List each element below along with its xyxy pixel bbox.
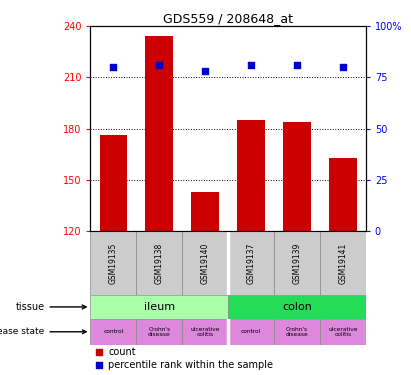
- Text: GSM19135: GSM19135: [109, 242, 118, 284]
- Text: Crohn's
disease: Crohn's disease: [286, 327, 308, 337]
- Text: percentile rank within the sample: percentile rank within the sample: [109, 360, 273, 370]
- Point: [248, 62, 254, 68]
- Text: ulcerative
colitis: ulcerative colitis: [190, 327, 220, 337]
- Point: [293, 62, 300, 68]
- Title: GDS559 / 208648_at: GDS559 / 208648_at: [163, 12, 293, 25]
- Bar: [136, 319, 182, 345]
- Bar: [136, 231, 182, 295]
- Text: Crohn's
disease: Crohn's disease: [148, 327, 171, 337]
- Text: control: control: [241, 329, 261, 334]
- Bar: [228, 319, 274, 345]
- Bar: [145, 36, 173, 231]
- Text: tissue: tissue: [15, 302, 86, 312]
- Point: [202, 68, 208, 74]
- Bar: [182, 319, 228, 345]
- Point: [339, 64, 346, 70]
- Text: ulcerative
colitis: ulcerative colitis: [328, 327, 358, 337]
- Bar: [320, 319, 366, 345]
- Point: [156, 62, 163, 68]
- Text: GSM19140: GSM19140: [201, 242, 210, 284]
- Text: GSM19138: GSM19138: [155, 243, 164, 284]
- Text: ileum: ileum: [144, 302, 175, 312]
- Text: control: control: [103, 329, 123, 334]
- Text: colon: colon: [282, 302, 312, 312]
- Point: [95, 349, 102, 355]
- Point: [110, 64, 117, 70]
- Bar: [90, 231, 136, 295]
- Point: [95, 362, 102, 368]
- Text: count: count: [109, 347, 136, 357]
- Bar: [90, 295, 228, 319]
- Bar: [320, 231, 366, 295]
- Bar: [182, 231, 228, 295]
- Bar: [99, 135, 127, 231]
- Bar: [192, 192, 219, 231]
- Bar: [237, 120, 265, 231]
- Text: GSM19139: GSM19139: [293, 242, 301, 284]
- Bar: [228, 231, 274, 295]
- Bar: [228, 295, 366, 319]
- Bar: [329, 158, 357, 231]
- Text: disease state: disease state: [0, 327, 86, 336]
- Bar: [283, 122, 311, 231]
- Bar: [90, 319, 136, 345]
- Text: GSM19141: GSM19141: [338, 243, 347, 284]
- Bar: [274, 319, 320, 345]
- Text: GSM19137: GSM19137: [247, 242, 256, 284]
- Bar: [274, 231, 320, 295]
